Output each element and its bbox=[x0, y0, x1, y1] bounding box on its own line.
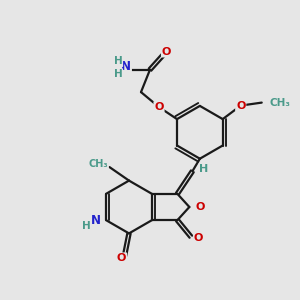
Text: O: O bbox=[194, 233, 203, 243]
Text: N: N bbox=[91, 214, 101, 227]
Text: H: H bbox=[113, 69, 122, 79]
Text: O: O bbox=[162, 46, 171, 57]
Text: N: N bbox=[121, 59, 131, 73]
Text: O: O bbox=[154, 102, 164, 112]
Text: H: H bbox=[113, 56, 122, 66]
Text: O: O bbox=[196, 202, 205, 212]
Text: O: O bbox=[117, 253, 126, 263]
Text: H: H bbox=[82, 220, 91, 231]
Text: O: O bbox=[236, 100, 245, 111]
Text: CH₃: CH₃ bbox=[88, 159, 108, 169]
Text: H: H bbox=[199, 164, 208, 175]
Text: CH₃: CH₃ bbox=[269, 98, 290, 108]
